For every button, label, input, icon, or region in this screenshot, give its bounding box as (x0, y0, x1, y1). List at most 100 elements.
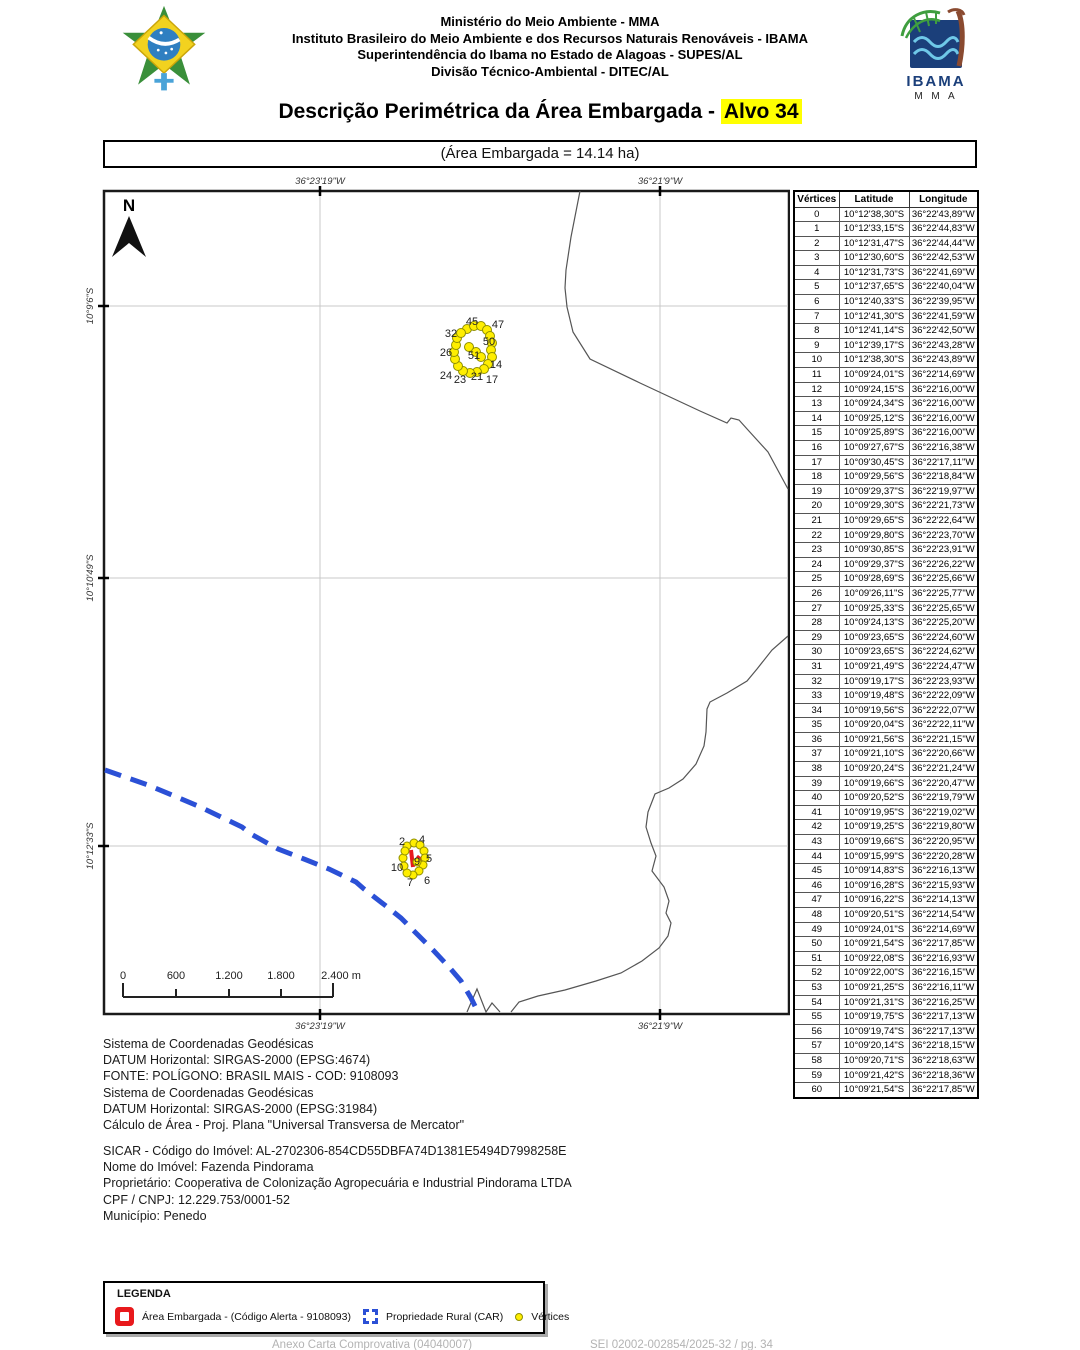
table-row: 50 10°09'21,54"S 36°22'17,85"W (793, 936, 979, 952)
table-row: 34 10°09'19,56"S 36°22'22,07"W (793, 702, 979, 719)
map-label: 10°12'33"S (85, 822, 96, 870)
map-label: 5 (426, 853, 432, 865)
map-label: 1.800 (267, 970, 295, 982)
org-line: Superintendência do Ibama no Estado de A… (357, 47, 743, 62)
map-frame (102, 189, 790, 1016)
ibama-logo-square (910, 20, 962, 68)
table-row: 52 10°09'22,00"S 36°22'16,15"W (793, 965, 979, 981)
table-row: 36 10°09'21,56"S 36°22'21,15"W (793, 731, 979, 748)
table-row: 22 10°09'29,80"S 36°22'23,70"W (793, 527, 979, 544)
crs-line: Sistema de Coordenadas Geodésicas (103, 1037, 314, 1051)
table-row: 14 10°09'25,12"S 36°22'16,00"W (793, 410, 979, 427)
table-row: 56 10°09'19,74"S 36°22'17,13"W (793, 1023, 979, 1040)
map-label: 6 (424, 875, 430, 887)
axis-labels-bottom: 36°23'19"W 36°21'9"W (295, 1021, 683, 1032)
table-row: 10 10°12'38,30"S 36°22'43,89"W (793, 352, 979, 369)
table-row: 45 10°09'14,83"S 36°22'16,13"W (793, 863, 979, 879)
map-label: 50 (483, 336, 495, 348)
table-row: 47 10°09'16,22"S 36°22'14,13"W (793, 892, 979, 908)
table-row: 60 10°09'21,54"S 36°22'17,85"W (793, 1082, 979, 1099)
map-label: 9 (414, 856, 420, 868)
org-line: Ministério do Meio Ambiente - MMA (440, 14, 660, 29)
table-row: 28 10°09'24,13"S 36°22'25,20"W (793, 615, 979, 631)
table-row: 49 10°09'24,01"S 36°22'14,69"W (793, 921, 979, 938)
table-row: 51 10°09'22,08"S 36°22'16,93"W (793, 950, 979, 967)
mma-logo-text: M M A (914, 91, 957, 102)
map-label: 0 (120, 970, 126, 982)
table-row: 48 10°09'20,51"S 36°22'14,54"W (793, 907, 979, 923)
property-line: SICAR - Código do Imóvel: AL-2702306-854… (103, 1144, 567, 1158)
page-title: Descrição Perimétrica da Área Embargada … (0, 99, 1080, 124)
crs-line: Sistema de Coordenadas Geodésicas (103, 1085, 314, 1100)
page-title-highlight: Alvo 34 (720, 99, 802, 124)
table-row: 38 10°09'20,24"S 36°22'21,24"W (793, 761, 979, 777)
table-row: 0 10°12'38,30"S 36°22'43,89"W (793, 206, 979, 223)
table-row: 57 10°09'20,14"S 36°22'18,15"W (793, 1038, 979, 1054)
embargo-area-icon (115, 1307, 134, 1326)
column-header-latitude: Latitude (838, 190, 910, 208)
map-label: 24 (440, 370, 452, 382)
map-label: 26 (440, 347, 452, 359)
coat-white-band (147, 36, 181, 46)
table-row: 13 10°09'24,34"S 36°22'16,00"W (793, 396, 979, 412)
table-row: 31 10°09'21,49"S 36°22'24,47"W (793, 658, 979, 675)
property-line: Município: Penedo (103, 1208, 207, 1223)
crs-line: DATUM Horizontal: SIRGAS-2000 (EPSG:4674… (103, 1053, 371, 1068)
car-property-icon (362, 1309, 378, 1324)
legend-item-label: Área Embargada - (Código Alerta - 910809… (142, 1310, 351, 1323)
table-row: 37 10°09'21,10"S 36°22'20,66"W (793, 746, 979, 763)
table-row: 3 10°12'30,60"S 36°22'42,53"W (793, 250, 979, 266)
table-row: 27 10°09'25,33"S 36°22'25,65"W (793, 600, 979, 617)
table-row: 39 10°09'19,66"S 36°22'20,47"W (793, 775, 979, 792)
map-label: 600 (167, 970, 185, 982)
table-row: 42 10°09'19,25"S 36°22'19,80"W (793, 819, 979, 836)
table-row: 55 10°09'19,75"S 36°22'17,13"W (793, 1009, 979, 1025)
table-row: 23 10°09'30,85"S 36°22'23,91"W (793, 542, 979, 558)
table-row: 20 10°09'29,30"S 36°22'21,73"W (793, 498, 979, 514)
car-property-line (104, 767, 480, 1012)
map-frame-ticks (98, 186, 662, 1020)
map-label: 36°23'19"W (295, 176, 346, 187)
property-line: Proprietário: Cooperativa de Colonização… (103, 1176, 572, 1191)
table-row: 15 10°09'25,89"S 36°22'16,00"W (793, 425, 979, 441)
map-gridlines (105, 192, 788, 1013)
sei-page-watermark: SEI 02002-002854/2025-32 / pg. 34 (590, 1339, 773, 1350)
ibama-logo-wave (912, 36, 960, 48)
vertex-labels-upper: 45 47 32 50 26 51 14 24 23 21 17 (440, 316, 504, 386)
crs-info-block: Sistema de Coordenadas Geodésicas DATUM … (103, 1036, 464, 1133)
legend-box: LEGENDA Área Embargada - (Código Alerta … (103, 1281, 569, 1334)
scale-bar-labels: 0 600 1.200 1.800 2.400 m (120, 970, 361, 982)
vertex-icon (515, 1312, 524, 1321)
crs-line: DATUM Horizontal: SIRGAS-2000 (EPSG:3198… (103, 1101, 378, 1116)
map-label: 47 (492, 319, 504, 331)
table-row: 12 10°09'24,15"S 36°22'16,00"W (793, 381, 979, 398)
map-label: 4 (419, 834, 425, 846)
map-label: 45 (466, 316, 478, 328)
boundary-line (466, 190, 789, 1014)
table-row: 26 10°09'26,11"S 36°22'25,77"W (793, 585, 979, 602)
column-header-vertices: Vértices (793, 190, 840, 208)
table-row: 53 10°09'21,25"S 36°22'16,11"W (793, 979, 979, 996)
map-label: 2 (399, 836, 405, 848)
map-label: 14 (490, 359, 502, 371)
ibama-mma-logo: IBAMA M M A (900, 8, 966, 102)
table-row: 44 10°09'15,99"S 36°22'20,28"W (793, 848, 979, 865)
table-row: 43 10°09'19,66"S 36°22'20,95"W (793, 834, 979, 850)
map-label: 7 (407, 877, 413, 889)
table-row: 25 10°09'28,69"S 36°22'25,66"W (793, 571, 979, 587)
map-label: 10°10'49"S (85, 554, 96, 602)
map-label: 17 (486, 374, 498, 386)
table-row: 9 10°12'39,17"S 36°22'43,28"W (793, 337, 979, 354)
table-row: 18 10°09'29,56"S 36°22'18,84"W (793, 469, 979, 485)
axis-labels-left: 10°9'6"S 10°10'49"S 10°12'33"S (85, 287, 96, 869)
table-row: 59 10°09'21,42"S 36°22'18,36"W (793, 1067, 979, 1084)
table-row: 33 10°09'19,48"S 36°22'22,09"W (793, 688, 979, 704)
table-row: 32 10°09'19,17"S 36°22'23,93"W (793, 673, 979, 690)
table-row: 16 10°09'27,67"S 36°22'16,38"W (793, 440, 979, 456)
map-label: 10°9'6"S (85, 287, 96, 324)
table-row: 54 10°09'21,31"S 36°22'16,25"W (793, 994, 979, 1011)
table-row: 29 10°09'23,65"S 36°22'24,60"W (793, 629, 979, 646)
map-label: 32 (445, 328, 457, 340)
table-row: 58 10°09'20,71"S 36°22'18,63"W (793, 1052, 979, 1069)
table-row: 40 10°09'20,52"S 36°22'19,79"W (793, 790, 979, 806)
